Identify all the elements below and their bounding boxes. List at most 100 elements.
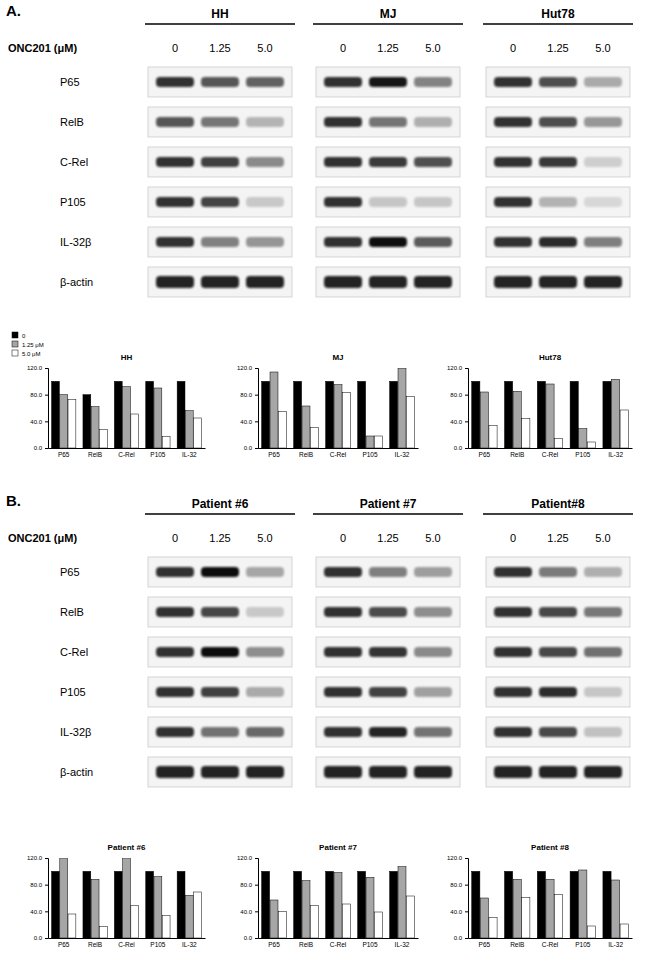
protein-label: β-actin <box>60 276 93 288</box>
x-tick: RelB <box>510 448 524 458</box>
y-tick-mark <box>45 395 48 396</box>
protein-label: β-actin <box>60 766 93 778</box>
blot-band <box>539 117 577 127</box>
blot-band <box>414 77 452 87</box>
y-tick-label: 40.0 <box>240 909 252 915</box>
y-tick: 120.0 <box>237 365 258 371</box>
x-axis: P65RelBC-RelP105IL-32 <box>469 938 633 948</box>
y-tick: 120.0 <box>27 365 48 371</box>
blot-band <box>414 157 452 167</box>
blot-strip <box>316 557 460 587</box>
bar <box>546 384 554 448</box>
axis-line <box>465 859 469 939</box>
y-tick-mark <box>45 368 48 369</box>
blot-band <box>324 197 362 207</box>
blot-band <box>246 157 284 167</box>
blot-band <box>369 77 407 87</box>
bar <box>570 871 578 938</box>
x-tick: C-Rel <box>118 448 135 458</box>
protein-label: P65 <box>60 566 80 578</box>
y-tick-mark <box>255 368 258 369</box>
bar <box>480 392 488 448</box>
group-title: Patient #6 <box>192 497 249 511</box>
blot-band <box>414 607 452 617</box>
x-axis: P65RelBC-RelP105IL-32 <box>259 448 419 458</box>
y-tick: 80.0 <box>30 392 48 398</box>
blot-band <box>494 157 532 167</box>
blot-strip <box>316 227 460 257</box>
y-tick: 0.0 <box>34 935 48 941</box>
x-tick: P65 <box>268 938 280 948</box>
bar <box>60 858 68 938</box>
bar-chart: Patient #70.040.080.0120.0P65RelBC-RelP1… <box>237 843 419 948</box>
blot-band <box>156 197 194 207</box>
y-axis: 0.040.080.0120.0 <box>447 365 469 451</box>
blot-band <box>369 157 407 167</box>
bar <box>406 397 414 448</box>
x-tick: RelB <box>299 448 313 458</box>
x-tick: C-Rel <box>118 938 135 948</box>
bar <box>262 381 270 448</box>
y-tick-mark <box>465 448 468 449</box>
blot-band <box>494 237 532 247</box>
chart-title: Hut78 <box>539 353 562 362</box>
bar <box>546 879 554 938</box>
x-tick: IL-32 <box>395 938 410 948</box>
axis-line <box>49 448 206 449</box>
y-tick-label: 80.0 <box>450 392 462 398</box>
blot-strip <box>486 147 630 177</box>
blot-band <box>369 727 407 737</box>
x-tick-label: RelB <box>88 451 102 458</box>
blot-strip <box>148 227 292 257</box>
axis-line <box>465 369 469 449</box>
axis-line <box>255 859 259 939</box>
y-tick-mark <box>465 395 468 396</box>
y-tick-label: 0.0 <box>244 935 253 941</box>
bars <box>472 379 629 448</box>
bar <box>513 391 521 448</box>
blot-band <box>584 607 622 617</box>
bar <box>489 425 497 448</box>
y-tick-mark <box>45 421 48 422</box>
blot-band <box>369 607 407 617</box>
x-tick: P65 <box>58 938 70 948</box>
y-axis: 0.0 40.0 80.0 120.0 <box>27 855 49 941</box>
bar <box>270 900 278 938</box>
y-tick-mark <box>45 938 48 939</box>
blot-band <box>246 276 284 288</box>
bar <box>612 880 620 938</box>
y-tick-label: 0.0 <box>244 445 253 451</box>
bar-chart: MJ0.040.080.0120.0P65RelBC-RelP105IL-32 <box>237 353 419 458</box>
blot-band <box>539 276 577 288</box>
x-tick: IL-32 <box>395 448 410 458</box>
y-tick: 40.0 <box>30 909 48 915</box>
bar <box>472 381 480 448</box>
blot-band <box>246 727 284 737</box>
y-tick: 120.0 <box>27 855 48 861</box>
y-tick-label: 80.0 <box>30 882 42 888</box>
blot-strip <box>148 107 292 137</box>
dose-label: 1.25 <box>209 532 230 544</box>
panel: B.ONC201 (μM)P65RelBC-RelP105IL-32ββ-act… <box>6 492 633 787</box>
bar <box>555 895 563 938</box>
y-tick: 80.0 <box>30 882 48 888</box>
x-tick: P65 <box>58 448 70 458</box>
blot-band <box>324 687 362 697</box>
y-tick: 120.0 <box>447 365 468 371</box>
blot-strip <box>148 637 292 667</box>
bar <box>146 381 154 448</box>
x-tick: IL-32 <box>182 938 197 948</box>
dose-label: 5.0 <box>257 42 272 54</box>
group-title: MJ <box>380 7 397 21</box>
y-tick-mark <box>255 421 258 422</box>
y-tick-mark <box>255 395 258 396</box>
legend-swatch <box>12 332 18 338</box>
x-tick-label: IL-32 <box>608 451 623 458</box>
bar <box>131 905 139 938</box>
protein-label: C-Rel <box>60 646 88 658</box>
bar <box>603 381 611 448</box>
bar <box>472 871 480 938</box>
bar <box>620 410 628 448</box>
blot-band <box>369 197 407 207</box>
bars <box>262 867 415 938</box>
